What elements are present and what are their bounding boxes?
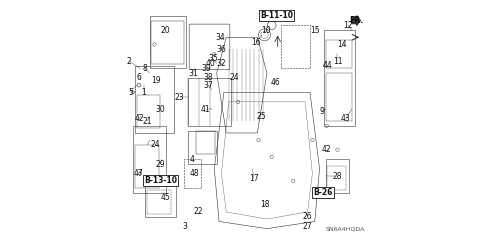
Text: 25: 25 xyxy=(256,112,266,121)
Text: 10: 10 xyxy=(261,26,271,35)
Text: 40: 40 xyxy=(206,59,216,68)
Bar xyxy=(135,145,159,188)
Text: FR.: FR. xyxy=(349,16,364,25)
Text: 44: 44 xyxy=(323,61,333,70)
Text: 18: 18 xyxy=(260,200,269,209)
Text: 4: 4 xyxy=(189,155,194,164)
Text: 3: 3 xyxy=(182,222,187,231)
Text: 42: 42 xyxy=(134,114,144,123)
Text: 22: 22 xyxy=(194,207,204,216)
Text: 14: 14 xyxy=(337,40,347,49)
Bar xyxy=(137,95,160,128)
Text: 47: 47 xyxy=(134,169,144,178)
Bar xyxy=(324,30,355,126)
Text: 46: 46 xyxy=(270,78,280,87)
Text: B-13-10: B-13-10 xyxy=(144,176,177,185)
Bar xyxy=(281,25,310,68)
Bar xyxy=(147,190,171,214)
Text: 5: 5 xyxy=(128,88,133,97)
Bar xyxy=(150,16,186,68)
Text: 8: 8 xyxy=(142,64,147,73)
Text: 16: 16 xyxy=(251,38,261,46)
Text: 15: 15 xyxy=(310,26,320,35)
FancyArrow shape xyxy=(352,16,360,25)
Text: 32: 32 xyxy=(217,59,226,68)
Bar xyxy=(326,159,349,193)
Bar xyxy=(188,78,231,126)
Text: 6: 6 xyxy=(137,73,141,83)
Text: 48: 48 xyxy=(189,169,199,178)
Text: 28: 28 xyxy=(333,172,342,181)
Text: 21: 21 xyxy=(142,116,152,126)
Text: 36: 36 xyxy=(217,45,226,54)
Bar xyxy=(135,66,174,133)
Text: 30: 30 xyxy=(156,105,165,113)
Text: 37: 37 xyxy=(204,81,213,90)
Text: B-11-10: B-11-10 xyxy=(260,11,293,20)
Text: 23: 23 xyxy=(175,93,184,102)
Bar xyxy=(196,131,215,154)
Text: 41: 41 xyxy=(201,105,211,113)
Text: 1: 1 xyxy=(141,88,146,97)
Text: 31: 31 xyxy=(188,69,198,78)
Text: 20: 20 xyxy=(160,26,170,35)
Bar xyxy=(326,40,352,68)
Text: 12: 12 xyxy=(344,21,353,30)
Text: 11: 11 xyxy=(333,57,342,66)
Text: 2: 2 xyxy=(127,57,132,66)
Text: B-26: B-26 xyxy=(313,188,333,197)
Text: 26: 26 xyxy=(303,212,312,221)
Bar xyxy=(151,21,184,64)
Text: 17: 17 xyxy=(249,174,259,183)
Text: 38: 38 xyxy=(204,73,213,83)
Bar xyxy=(188,131,217,164)
Text: 43: 43 xyxy=(341,114,351,123)
Bar xyxy=(145,183,176,217)
Text: 24: 24 xyxy=(230,73,240,83)
Text: 45: 45 xyxy=(160,193,170,202)
Bar xyxy=(327,166,346,190)
Bar xyxy=(326,73,352,121)
Text: 39: 39 xyxy=(201,64,211,73)
Text: 24: 24 xyxy=(151,140,160,149)
Text: SN6A4HQDA: SN6A4HQDA xyxy=(326,226,365,231)
Bar xyxy=(133,126,166,193)
Text: 9: 9 xyxy=(319,107,324,116)
Text: 34: 34 xyxy=(215,33,225,42)
Text: 19: 19 xyxy=(151,76,160,85)
Text: 42: 42 xyxy=(322,145,331,154)
Text: 35: 35 xyxy=(208,54,218,63)
Text: 29: 29 xyxy=(156,159,165,169)
Bar xyxy=(184,159,201,188)
Text: 27: 27 xyxy=(303,222,312,231)
